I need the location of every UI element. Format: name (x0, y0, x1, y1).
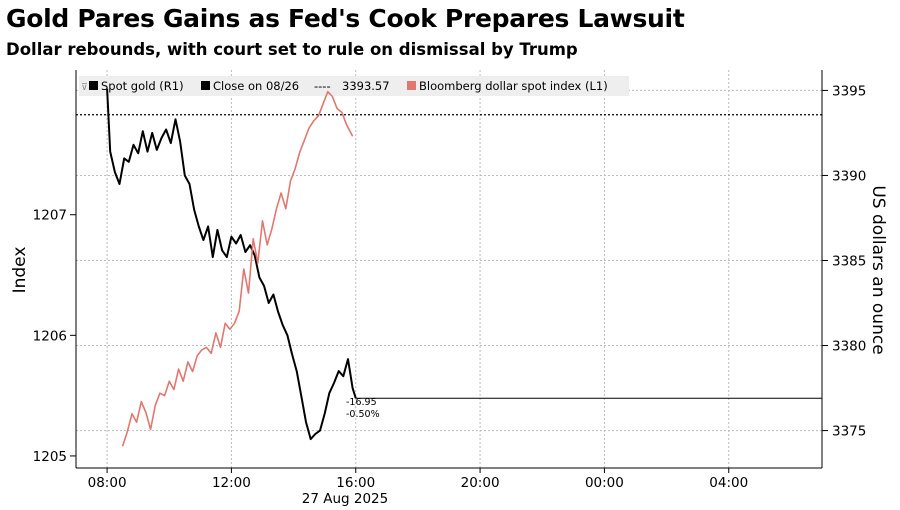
chart-subtitle: Dollar rebounds, with court set to rule … (6, 40, 578, 59)
left-axis-title: Index (10, 247, 30, 294)
right-axis-title: US dollars an ounce (868, 185, 888, 354)
date-label: 27 Aug 2025 (302, 491, 388, 507)
gold-price-line (106, 88, 357, 441)
right-tick-label: 3395 (832, 83, 866, 99)
axes: 08:00 12:00 16:00 20:00 00:00 04:00 3375 3380 33… (33, 70, 866, 491)
left-tick-label: 1206 (33, 328, 67, 344)
legend-dollar-label: Bloomberg dollar spot index (L1) (419, 79, 608, 93)
dollar-index-line (121, 90, 354, 447)
x-tick-label: 04:00 (709, 475, 748, 491)
right-tick-label: 3380 (832, 339, 866, 355)
grid-lines (76, 70, 822, 468)
change-percent: -0.50% (346, 409, 380, 420)
legend-close-value: 3393.57 (342, 79, 390, 93)
legend-close-label: Close on 08/26 (213, 79, 299, 93)
series-lines (76, 88, 822, 447)
legend-dollar-swatch (407, 81, 416, 90)
chart-title: Gold Pares Gains as Fed's Cook Prepares … (6, 4, 685, 33)
x-tick-label: 00:00 (585, 475, 624, 491)
x-tick-label: 16:00 (336, 475, 375, 491)
legend: ⊽ Spot gold (R1) Close on 08/26 ---- 339… (79, 76, 629, 96)
legend-background (79, 76, 629, 96)
x-tick-label: 12:00 (212, 475, 251, 491)
legend-close-swatch (201, 81, 210, 90)
right-tick-label: 3385 (832, 253, 866, 269)
legend-gold-label: Spot gold (R1) (101, 79, 184, 93)
legend-close-dashes: ---- (314, 79, 331, 93)
x-tick-label: 20:00 (461, 475, 500, 491)
legend-gold-swatch (89, 81, 98, 90)
change-annotation: -16.95 -0.50% (346, 397, 380, 420)
right-tick-label: 3375 (832, 424, 866, 440)
legend-handle-icon: ⊽ (81, 83, 88, 93)
change-value: -16.95 (346, 397, 377, 408)
left-tick-label: 1205 (33, 449, 67, 465)
x-tick-label: 08:00 (88, 475, 127, 491)
right-tick-label: 3390 (832, 168, 866, 184)
left-tick-label: 1207 (33, 208, 67, 224)
